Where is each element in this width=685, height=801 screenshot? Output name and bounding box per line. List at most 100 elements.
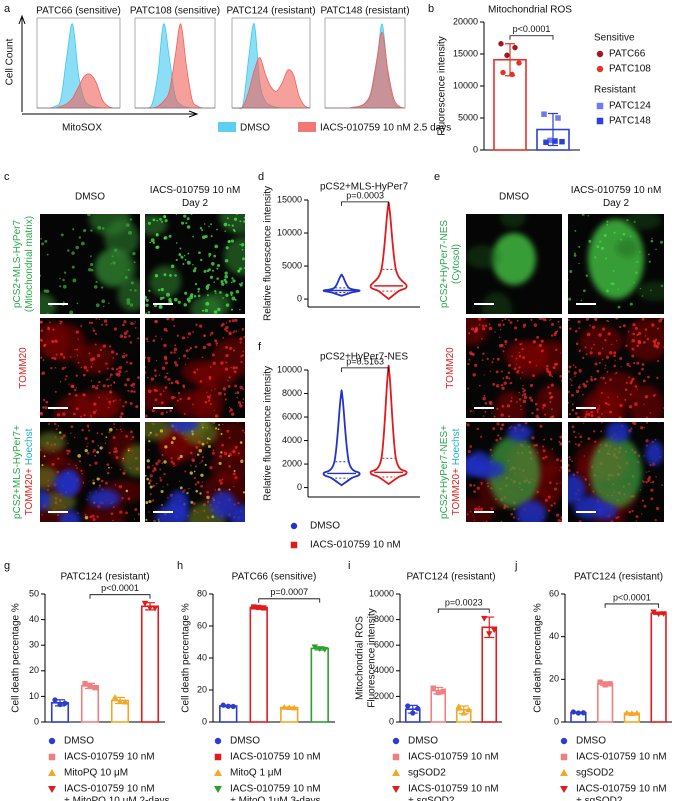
signal	[103, 319, 108, 323]
signal	[481, 359, 484, 362]
signal	[597, 416, 601, 418]
signal	[632, 323, 636, 327]
signal	[637, 260, 639, 263]
signal	[129, 430, 133, 434]
signal	[218, 423, 221, 426]
signal	[42, 359, 45, 361]
signal	[508, 319, 510, 322]
legend-marker	[391, 768, 401, 776]
signal	[484, 410, 487, 413]
signal	[160, 338, 163, 340]
y-tick-label: 8000	[374, 614, 394, 624]
data-point	[141, 600, 149, 607]
signal	[193, 476, 196, 480]
signal	[84, 436, 88, 440]
signal	[201, 309, 205, 312]
data-point	[455, 703, 463, 710]
data-point	[504, 52, 510, 59]
signal	[156, 389, 159, 392]
signal	[126, 377, 130, 382]
signal	[200, 473, 204, 477]
signal	[555, 348, 558, 352]
signal	[173, 361, 177, 364]
signal	[209, 378, 212, 381]
signal	[637, 339, 641, 344]
signal	[124, 371, 126, 373]
signal	[201, 356, 204, 359]
signal	[97, 445, 99, 447]
signal	[151, 499, 155, 502]
signal	[164, 375, 168, 379]
signal	[472, 373, 476, 377]
signal	[634, 402, 638, 406]
data-point	[230, 703, 236, 710]
signal	[228, 465, 231, 468]
signal	[647, 477, 651, 481]
signal	[84, 515, 89, 520]
legend-label: IACS-010759 10 nM	[576, 752, 667, 763]
signal	[60, 320, 63, 324]
signal	[243, 431, 245, 434]
signal	[481, 337, 483, 340]
x-arrow	[22, 110, 199, 118]
signal	[217, 428, 220, 431]
signal	[533, 323, 538, 327]
signal	[568, 468, 571, 473]
signal	[133, 386, 135, 388]
signal	[196, 368, 199, 371]
data-point	[541, 111, 547, 117]
signal	[159, 217, 162, 221]
signal	[130, 322, 134, 326]
data-point	[500, 69, 506, 76]
signal	[625, 344, 628, 347]
signal	[110, 466, 113, 469]
signal	[553, 502, 556, 505]
row-label-part: pCS2+MLS-HyPer7+	[12, 425, 23, 519]
signal	[47, 326, 50, 329]
y-tick-label: 4000	[282, 435, 302, 445]
signal	[584, 346, 587, 349]
y-axis-label: Fluorescence intensity	[367, 608, 378, 708]
signal	[119, 428, 122, 431]
signal	[625, 381, 628, 384]
signal	[584, 478, 588, 481]
signal	[128, 335, 131, 338]
signal	[515, 357, 518, 360]
row-label-part: Hoechst	[451, 428, 462, 468]
row-label: TOMM20	[445, 347, 456, 389]
signal	[198, 251, 201, 255]
data-point	[146, 605, 154, 612]
signal	[190, 214, 193, 215]
signal	[207, 399, 211, 402]
signal	[234, 384, 238, 388]
signal	[480, 481, 483, 485]
signal	[544, 455, 548, 459]
signal	[88, 352, 91, 355]
signal	[571, 408, 575, 412]
signal	[40, 339, 44, 342]
signal	[45, 289, 50, 294]
signal	[162, 486, 164, 488]
signal	[92, 517, 96, 522]
signal	[231, 224, 234, 227]
signal	[492, 382, 496, 386]
signal	[544, 498, 548, 502]
legend-label: sgSOD2	[408, 768, 446, 779]
signal	[214, 414, 219, 418]
signal	[182, 262, 185, 265]
signal	[606, 370, 609, 373]
signal	[510, 400, 513, 403]
signal	[163, 343, 167, 348]
signal	[205, 301, 210, 306]
signal	[515, 363, 518, 365]
row-label-part: (Cytosol)	[451, 244, 462, 284]
signal	[237, 422, 239, 424]
signal	[594, 318, 598, 322]
signal	[212, 422, 216, 424]
signal	[574, 375, 576, 377]
cell-signal	[59, 509, 81, 522]
data-point	[575, 710, 582, 716]
chart-title: PATC124 (resistant)	[574, 572, 663, 583]
signal	[148, 449, 150, 451]
